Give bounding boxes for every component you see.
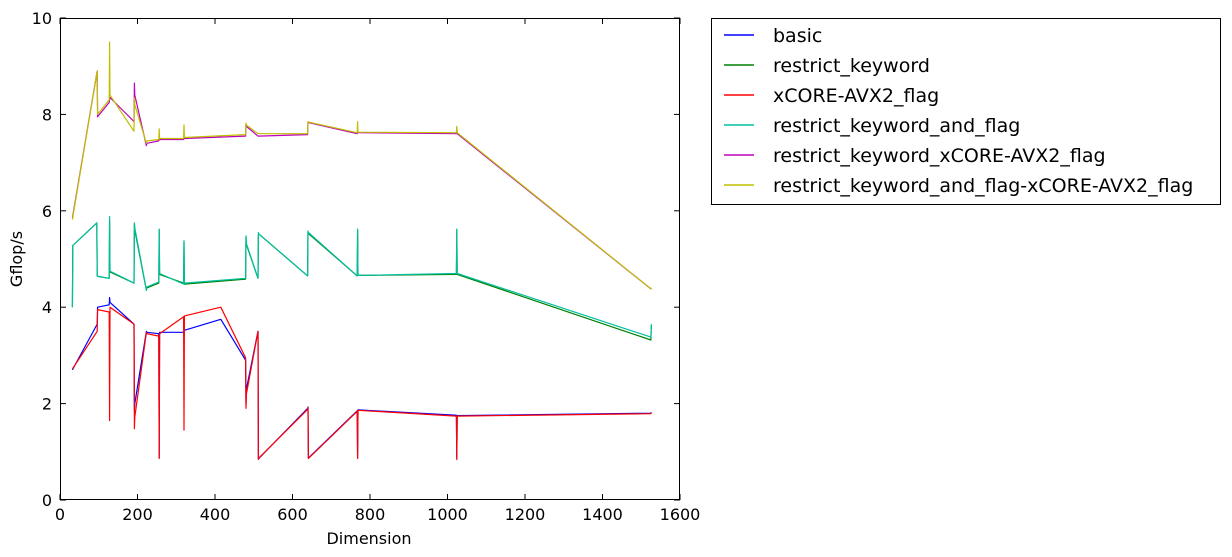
legend-label: xCORE-AVX2_flag	[773, 85, 939, 107]
series-line-xcore-avx2-flag	[71, 306, 652, 461]
x-axis-title: Dimension	[326, 529, 411, 548]
y-axis-title: Gflop/s	[7, 231, 26, 287]
legend-label: restrict_keyword_xCORE-AVX2_flag	[773, 145, 1106, 167]
x-tick-label: 400	[200, 505, 231, 524]
y-tick-label: 10	[32, 9, 52, 28]
legend-frame	[711, 18, 1221, 205]
x-tick-label: 1600	[660, 505, 701, 524]
legend-items: basic restrict_keyword xCORE-AVX2_flagrest…	[724, 25, 1193, 197]
y-tick-label: 2	[42, 395, 52, 414]
legend: basic restrict_keyword xCORE-AVX2_flagrest…	[711, 18, 1221, 205]
legend-label: restrict_keyword_and_flag-xCORE-AVX2_fla…	[773, 175, 1193, 197]
x-tick-label: 1200	[505, 505, 546, 524]
y-tick-label: 8	[42, 105, 52, 124]
legend-label: restrict_keyword_and_flag	[773, 115, 1020, 137]
legend-label: restrict_keyword	[773, 55, 930, 77]
legend-label: basic	[773, 25, 822, 47]
x-tick-label: 600	[277, 505, 308, 524]
x-tick-label: 800	[355, 505, 386, 524]
x-tick-label: 1400	[582, 505, 623, 524]
y-tick-label: 0	[42, 491, 52, 510]
series-layer	[71, 41, 652, 461]
x-tick-label: 0	[55, 505, 65, 524]
y-tick-label: 4	[42, 298, 52, 317]
series-line-restrict-keyword-and-flag-xcore-avx2-flag	[71, 41, 652, 290]
x-axis: 0 200 400 600 800 1000 1200 1400 1600	[55, 18, 700, 524]
x-tick-label: 1000	[427, 505, 468, 524]
x-tick-label: 200	[122, 505, 153, 524]
y-tick-label: 6	[42, 202, 52, 221]
series-line-restrict-keyword-and-flag	[71, 216, 652, 338]
plot-frame	[60, 18, 680, 500]
y-axis: 0 2 4 6 8 10	[32, 9, 680, 510]
